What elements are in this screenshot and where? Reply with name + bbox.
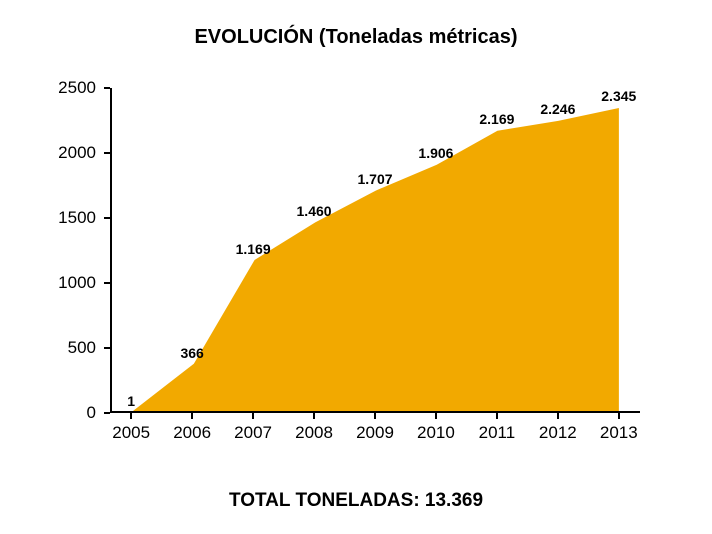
data-label: 2.169 [479, 111, 514, 127]
chart-container: EVOLUCIÓN (Toneladas métricas) TOTAL TON… [0, 0, 712, 534]
data-label: 1 [127, 393, 135, 409]
chart-title: EVOLUCIÓN (Toneladas métricas) [0, 26, 712, 49]
y-tick-label: 0 [0, 403, 96, 423]
area-svg [112, 88, 640, 411]
area-series [133, 108, 619, 411]
x-tick-mark [496, 413, 498, 419]
x-tick-label: 2013 [600, 423, 638, 443]
chart-footer: TOTAL TONELADAS: 13.369 [0, 490, 712, 512]
data-label: 1.707 [357, 171, 392, 187]
x-tick-mark [130, 413, 132, 419]
x-tick-mark [435, 413, 437, 419]
x-tick-label: 2005 [112, 423, 150, 443]
y-tick-label: 500 [0, 338, 96, 358]
y-tick-mark [104, 347, 110, 349]
y-tick-mark [104, 217, 110, 219]
x-tick-mark [618, 413, 620, 419]
x-tick-label: 2012 [539, 423, 577, 443]
x-tick-mark [191, 413, 193, 419]
y-tick-label: 2500 [0, 78, 96, 98]
x-tick-label: 2011 [479, 423, 516, 443]
y-tick-mark [104, 412, 110, 414]
plot-area [110, 88, 640, 413]
data-label: 1.906 [418, 145, 453, 161]
data-label: 1.460 [297, 203, 332, 219]
y-tick-mark [104, 152, 110, 154]
x-tick-label: 2006 [173, 423, 211, 443]
data-label: 2.345 [601, 88, 636, 104]
x-tick-mark [252, 413, 254, 419]
x-tick-label: 2009 [356, 423, 394, 443]
x-tick-mark [557, 413, 559, 419]
data-label: 1.169 [236, 241, 271, 257]
y-tick-mark [104, 87, 110, 89]
x-tick-label: 2008 [295, 423, 333, 443]
y-tick-label: 1000 [0, 273, 96, 293]
x-tick-mark [313, 413, 315, 419]
x-tick-mark [374, 413, 376, 419]
x-tick-label: 2010 [417, 423, 455, 443]
y-tick-label: 1500 [0, 208, 96, 228]
data-label: 2.246 [540, 101, 575, 117]
data-label: 366 [180, 345, 203, 361]
y-tick-label: 2000 [0, 143, 96, 163]
x-tick-label: 2007 [234, 423, 272, 443]
y-tick-mark [104, 282, 110, 284]
